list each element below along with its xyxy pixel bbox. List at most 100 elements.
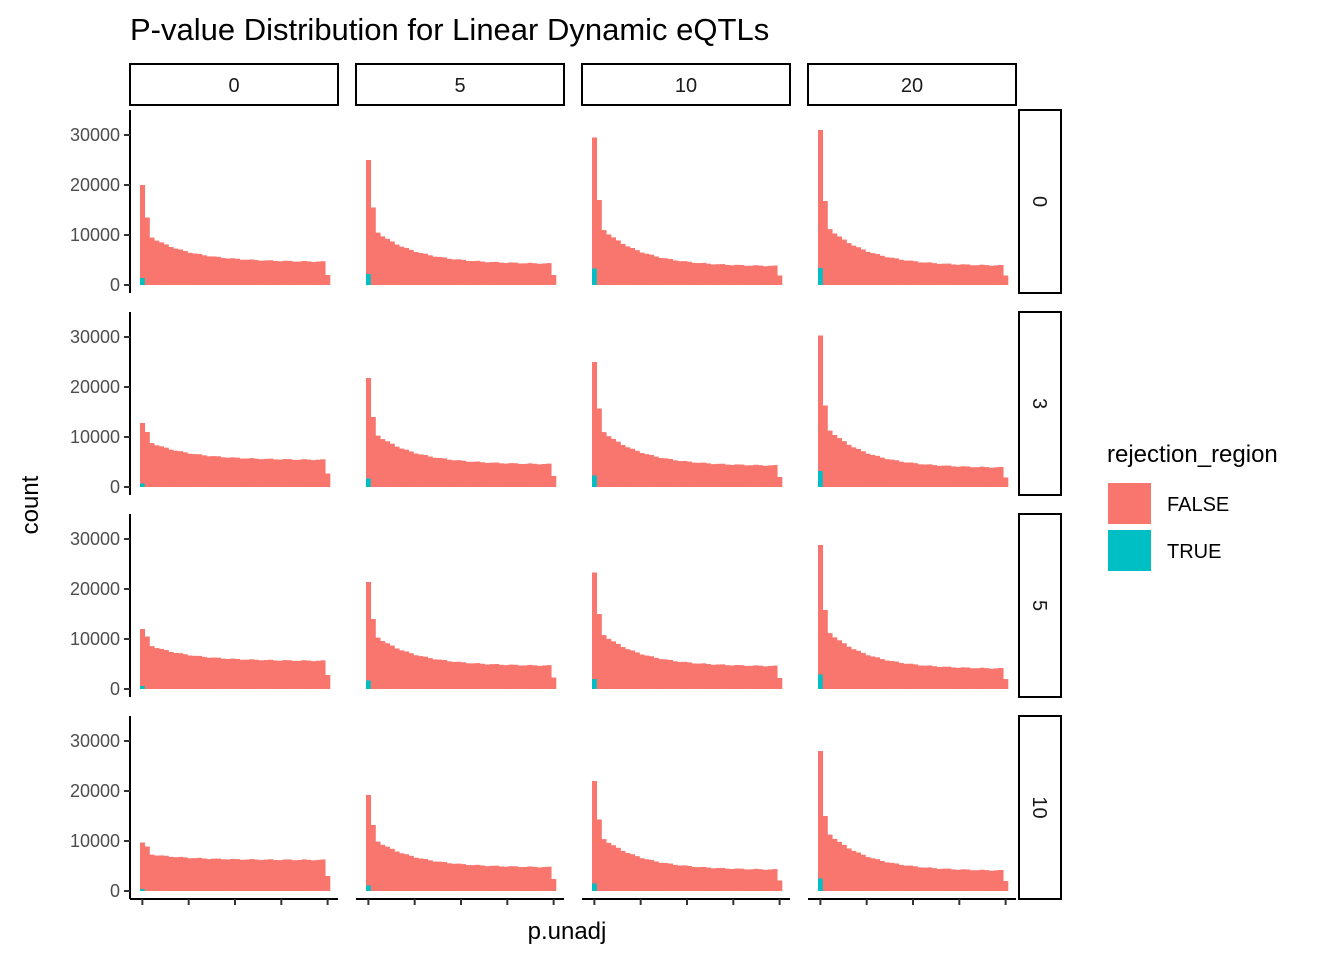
- histogram-bar-false: [320, 261, 326, 285]
- facet-row-strip: [1018, 109, 1062, 294]
- histogram-bar-false: [178, 451, 184, 487]
- histogram-bar-false: [399, 246, 405, 285]
- histogram-bar-false: [465, 865, 471, 892]
- histogram-bar-false: [159, 648, 165, 689]
- histogram-bar-false: [687, 461, 693, 487]
- histogram-bar-false: [470, 261, 476, 285]
- histogram-bar-false: [984, 265, 990, 285]
- y-tick-label: 10000: [70, 629, 120, 649]
- histogram-bar-false: [451, 661, 457, 689]
- histogram-bar-false: [936, 465, 942, 487]
- y-tick-label: 0: [110, 275, 120, 295]
- histogram-bar-false: [532, 263, 538, 285]
- histogram-bar-false: [672, 661, 678, 689]
- chart-title: P-value Distribution for Linear Dynamic …: [130, 12, 769, 47]
- histogram-bar-false: [527, 463, 533, 487]
- histogram-bar-false: [946, 263, 952, 285]
- histogram-bar-false: [606, 638, 612, 689]
- histogram-bar-false: [427, 658, 433, 689]
- histogram-bar-false: [701, 462, 707, 487]
- histogram-bar-false: [875, 254, 881, 285]
- histogram-bar-false: [860, 652, 866, 689]
- facet-row-label: 0: [1028, 196, 1050, 207]
- y-tick-label: 0: [110, 679, 120, 699]
- histogram-bar-false: [715, 264, 721, 286]
- histogram-bar-false: [998, 265, 1004, 285]
- histogram-bar-false: [484, 866, 490, 891]
- histogram-bar-false: [140, 423, 146, 487]
- histogram-bar-false: [611, 641, 617, 689]
- histogram-bar-false: [879, 457, 885, 487]
- histogram-bar-false: [832, 435, 838, 487]
- y-tick-label: 20000: [70, 579, 120, 599]
- histogram-bar-false: [965, 667, 971, 690]
- histogram-bar-false: [192, 655, 198, 689]
- histogram-bar-false: [739, 665, 745, 689]
- histogram-bar-false: [822, 610, 828, 689]
- histogram-bar-false: [432, 457, 438, 487]
- histogram-bar-false: [480, 865, 486, 892]
- histogram-bar-false: [696, 462, 702, 487]
- histogram-bar-false: [389, 848, 395, 891]
- histogram-bar-false: [620, 445, 626, 488]
- histogram-bar-false: [884, 257, 890, 285]
- histogram-bar-false: [955, 667, 961, 690]
- histogram-bar-false: [917, 665, 923, 690]
- histogram-bar-false: [993, 265, 999, 286]
- histogram-bar-false: [220, 457, 226, 487]
- facet-column-strip: [807, 63, 1017, 106]
- histogram-bar-false: [220, 658, 226, 689]
- histogram-bar-false: [960, 264, 966, 285]
- histogram-bar-false: [366, 795, 372, 891]
- histogram-bar-false: [894, 460, 900, 487]
- histogram-bar-false: [494, 462, 500, 487]
- histogram-bar-false: [663, 863, 669, 891]
- histogram-bar-false: [758, 869, 764, 891]
- histogram-bar-false: [178, 653, 184, 689]
- histogram-bar-false: [465, 663, 471, 689]
- histogram-bar-false: [537, 263, 543, 285]
- histogram-bar-false: [315, 261, 321, 286]
- histogram-bar-false: [399, 448, 405, 488]
- histogram-bar-false: [178, 856, 184, 891]
- facet-panels: 0 5 10 20 0 3 5 10 0 10000 20000 30000 0 10000 20000 30…: [70, 63, 1062, 905]
- y-tick-label: 20000: [70, 175, 120, 195]
- histogram-bar-false: [970, 668, 976, 689]
- histogram-bar-false: [841, 441, 847, 487]
- histogram-bar-false: [725, 868, 731, 892]
- histogram-bar-false: [456, 460, 462, 487]
- histogram-bar-false: [894, 661, 900, 690]
- histogram-bar-false: [301, 459, 307, 488]
- histogram-bar-false: [894, 863, 900, 892]
- histogram-bar-false: [748, 665, 754, 689]
- histogram-bar-false: [639, 654, 645, 689]
- histogram-bar-false: [244, 458, 250, 488]
- histogram-bar-false: [644, 253, 650, 285]
- histogram-bar-false: [154, 240, 160, 285]
- histogram-bar-false: [475, 461, 481, 488]
- histogram-bar-false: [140, 842, 146, 891]
- histogram-bar-false: [889, 660, 895, 689]
- histogram-bar-false: [710, 664, 716, 689]
- histogram-bar-false: [744, 869, 750, 891]
- histogram-bar-false: [206, 657, 212, 689]
- histogram-bar-false: [225, 457, 231, 487]
- histogram-bar-false: [258, 260, 264, 285]
- histogram-bar-false: [903, 260, 909, 285]
- histogram-bar-false: [537, 665, 543, 689]
- histogram-bar-false: [922, 665, 928, 689]
- histogram-bar-false: [696, 867, 702, 892]
- histogram-bar-false: [677, 865, 683, 891]
- histogram-bar-false: [984, 870, 990, 891]
- histogram-bar-false: [263, 260, 269, 286]
- histogram-bar-false: [168, 449, 174, 487]
- histogram-bar-false: [710, 464, 716, 488]
- histogram-bar-false: [254, 260, 260, 285]
- histogram-bar-true: [818, 878, 823, 891]
- histogram-bar-false: [404, 247, 410, 285]
- histogram-bar-false: [837, 640, 843, 689]
- histogram-bar-false: [239, 458, 245, 488]
- y-tick-label: 0: [110, 881, 120, 901]
- histogram-bar-false: [432, 659, 438, 689]
- facet-column-strip: [355, 63, 565, 106]
